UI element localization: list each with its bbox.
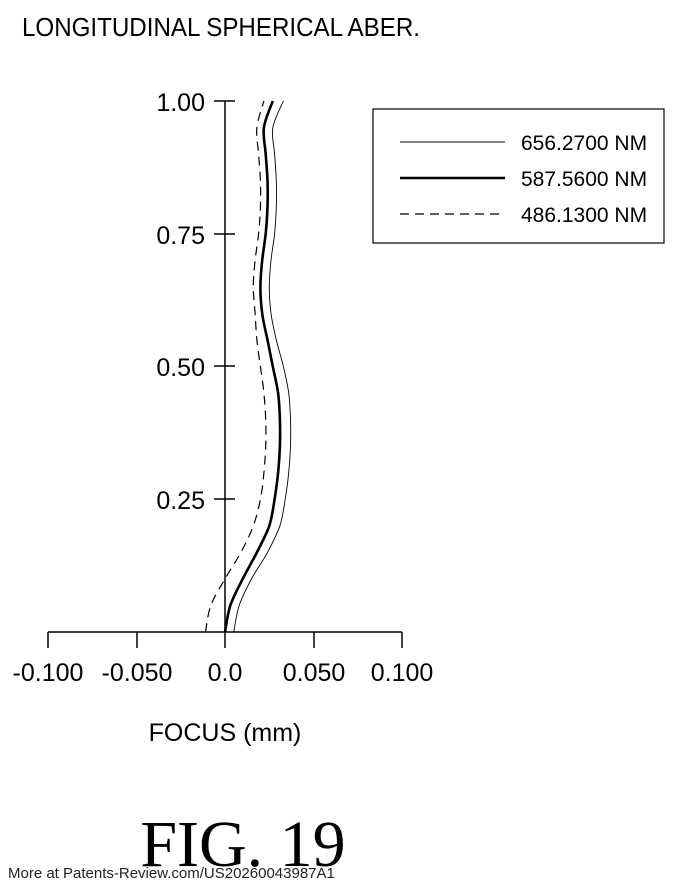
y-tick-label: 0.50	[156, 354, 205, 382]
legend-box	[372, 108, 665, 244]
series-line-thin	[233, 100, 292, 633]
series-line-dashed	[204, 100, 267, 633]
series-layer	[204, 100, 292, 633]
x-axis-label: FOCUS (mm)	[149, 719, 302, 747]
x-tick-label: -0.050	[102, 659, 173, 687]
figure-label: FIG. 19	[140, 808, 345, 881]
x-tick-label: -0.100	[13, 659, 84, 687]
x-tick-label: 0.0	[208, 659, 243, 687]
chart-title: LONGITUDINAL SPHERICAL ABER.	[22, 12, 420, 42]
y-tick-label: 1.00	[156, 89, 205, 117]
legend: 656.2700 NM 587.5600 NM 486.1300 NM	[372, 108, 665, 244]
x-tick-label: 0.100	[371, 659, 434, 687]
legend-label: 486.1300 NM	[521, 204, 647, 227]
x-ticks: -0.100 -0.050 0.0 0.050 0.100	[13, 632, 434, 687]
y-tick-label: 0.75	[156, 222, 205, 250]
footer-text: More at Patents-Review.com/US20260043987…	[8, 865, 335, 882]
y-tick-label: 0.25	[156, 487, 205, 515]
y-ticks: 1.00 0.75 0.50 0.25	[156, 89, 235, 515]
series-line-thick	[223, 100, 282, 633]
x-tick-label: 0.050	[283, 659, 346, 687]
legend-label: 656.2700 NM	[521, 132, 647, 155]
legend-label: 587.5600 NM	[521, 168, 647, 191]
